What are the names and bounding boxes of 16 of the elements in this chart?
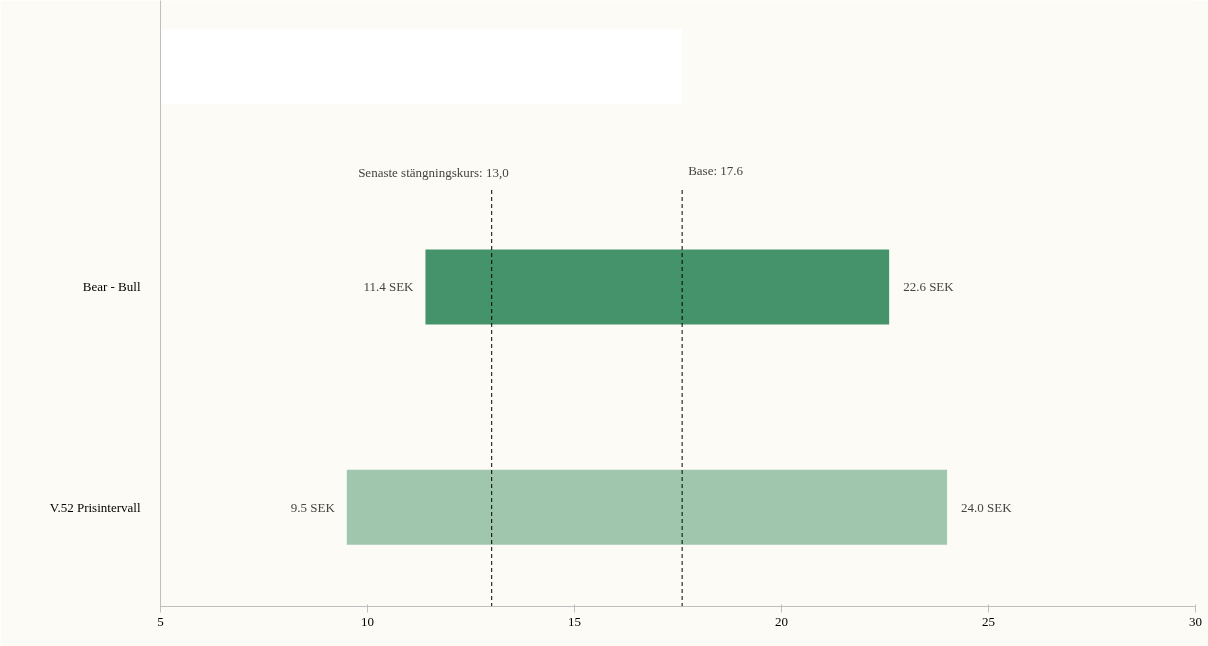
x-tick-label: 20	[775, 613, 788, 629]
annotation: 9.5 SEK	[290, 499, 336, 515]
x-tick-label: 5	[157, 613, 164, 629]
annotation: 22.6 SEK	[903, 279, 955, 295]
x-tick-label: 15	[568, 613, 581, 629]
ref-line-label: Base: 17.6	[688, 162, 744, 178]
bar	[425, 249, 890, 325]
y-tick-label: V.52 Prisintervall	[49, 499, 141, 515]
y-tick-label: Bear - Bull	[82, 279, 141, 295]
ref-line-label: Senaste stängningskurs: 13,0	[358, 164, 509, 180]
x-tick-label: 30	[1189, 613, 1202, 629]
bar	[346, 469, 948, 545]
annotation: 11.4 SEK	[363, 279, 415, 295]
x-tick-label: 25	[982, 613, 995, 629]
x-tick-label: 10	[361, 613, 374, 629]
annotation: 24.0 SEK	[961, 499, 1013, 515]
